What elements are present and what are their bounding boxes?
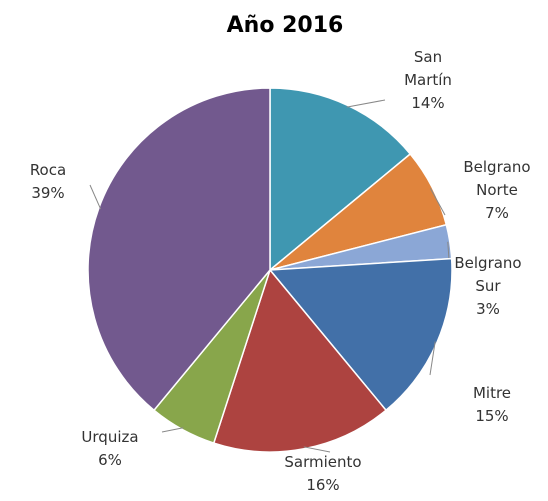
leader-line [346, 99, 386, 108]
data-label-name: Belgrano Norte [463, 158, 530, 199]
pie-slice [212, 268, 388, 453]
chart-title: Año 2016 [227, 13, 344, 38]
leader-line [303, 446, 331, 453]
data-label-value: 7% [485, 204, 509, 222]
data-label-value: 16% [306, 476, 339, 494]
data-label-value: 6% [98, 451, 122, 469]
data-label-name: Urquiza [81, 428, 138, 446]
data-label-value: 39% [31, 184, 64, 202]
data-label-value: 14% [411, 94, 444, 112]
data-label-name: Mitre [473, 384, 511, 402]
data-label-name: Sarmiento [284, 453, 361, 471]
pie-slice [269, 87, 412, 272]
pie-slice [268, 257, 453, 412]
data-label-value: 15% [475, 407, 508, 425]
leader-line [161, 427, 184, 433]
leader-line [89, 184, 102, 210]
leader-line [429, 188, 446, 216]
data-label-value: 3% [476, 300, 500, 318]
pie-slice [87, 87, 271, 412]
data-label-name: Belgrano Sur [454, 254, 521, 295]
data-label-name: San Martín [404, 48, 452, 89]
data-label-name: Roca [30, 161, 66, 179]
leader-line [429, 341, 436, 376]
